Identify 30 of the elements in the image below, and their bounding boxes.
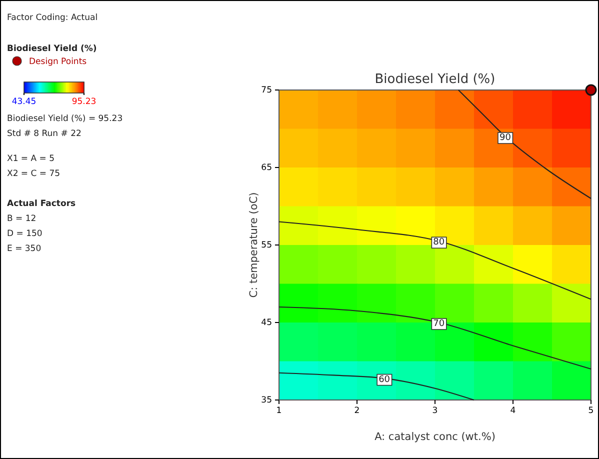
text: B = 12 [7, 214, 36, 224]
legend-title: Biodiesel Yield (%) [7, 44, 97, 54]
legend-label: Design Points [29, 57, 88, 67]
text: Biodiesel Yield (%) = 95.23 [7, 114, 123, 124]
text: X1 = A = 5 [7, 154, 55, 164]
text: Std # 8 Run # 22 [7, 129, 82, 139]
text: Factor Coding: Actual [7, 13, 98, 23]
text: E = 350 [7, 244, 42, 254]
y-tick-label: 55 [261, 240, 272, 251]
x-tick-label: 5 [588, 406, 594, 416]
color-bar-label: 95.23 [72, 97, 96, 108]
y-tick-label: 75 [261, 86, 272, 96]
text: X2 = C = 75 [7, 169, 60, 179]
text: Actual Factors [7, 199, 76, 209]
text: D = 150 [7, 229, 42, 239]
y-axis-title: C: temperature (oC) [248, 192, 260, 298]
chart-title: Biodiesel Yield (%) [374, 72, 496, 87]
x-tick-label: 4 [510, 406, 516, 416]
y-tick-label: 65 [261, 163, 272, 174]
x-tick-label: 3 [432, 406, 438, 416]
y-tick-label: 45 [261, 318, 272, 328]
series-label: 60 [378, 374, 390, 385]
series-label: 90 [499, 133, 512, 143]
series-label: 70 [433, 319, 445, 329]
x-tick-label: 1 [276, 406, 282, 416]
series-label: 80 [433, 238, 445, 248]
color-bar-label: 43.45 [12, 97, 36, 108]
x-axis-title: A: catalyst conc (wt.%) [374, 431, 496, 443]
x-tick-label: 2 [354, 406, 360, 416]
y-tick-label: 35 [261, 396, 272, 406]
